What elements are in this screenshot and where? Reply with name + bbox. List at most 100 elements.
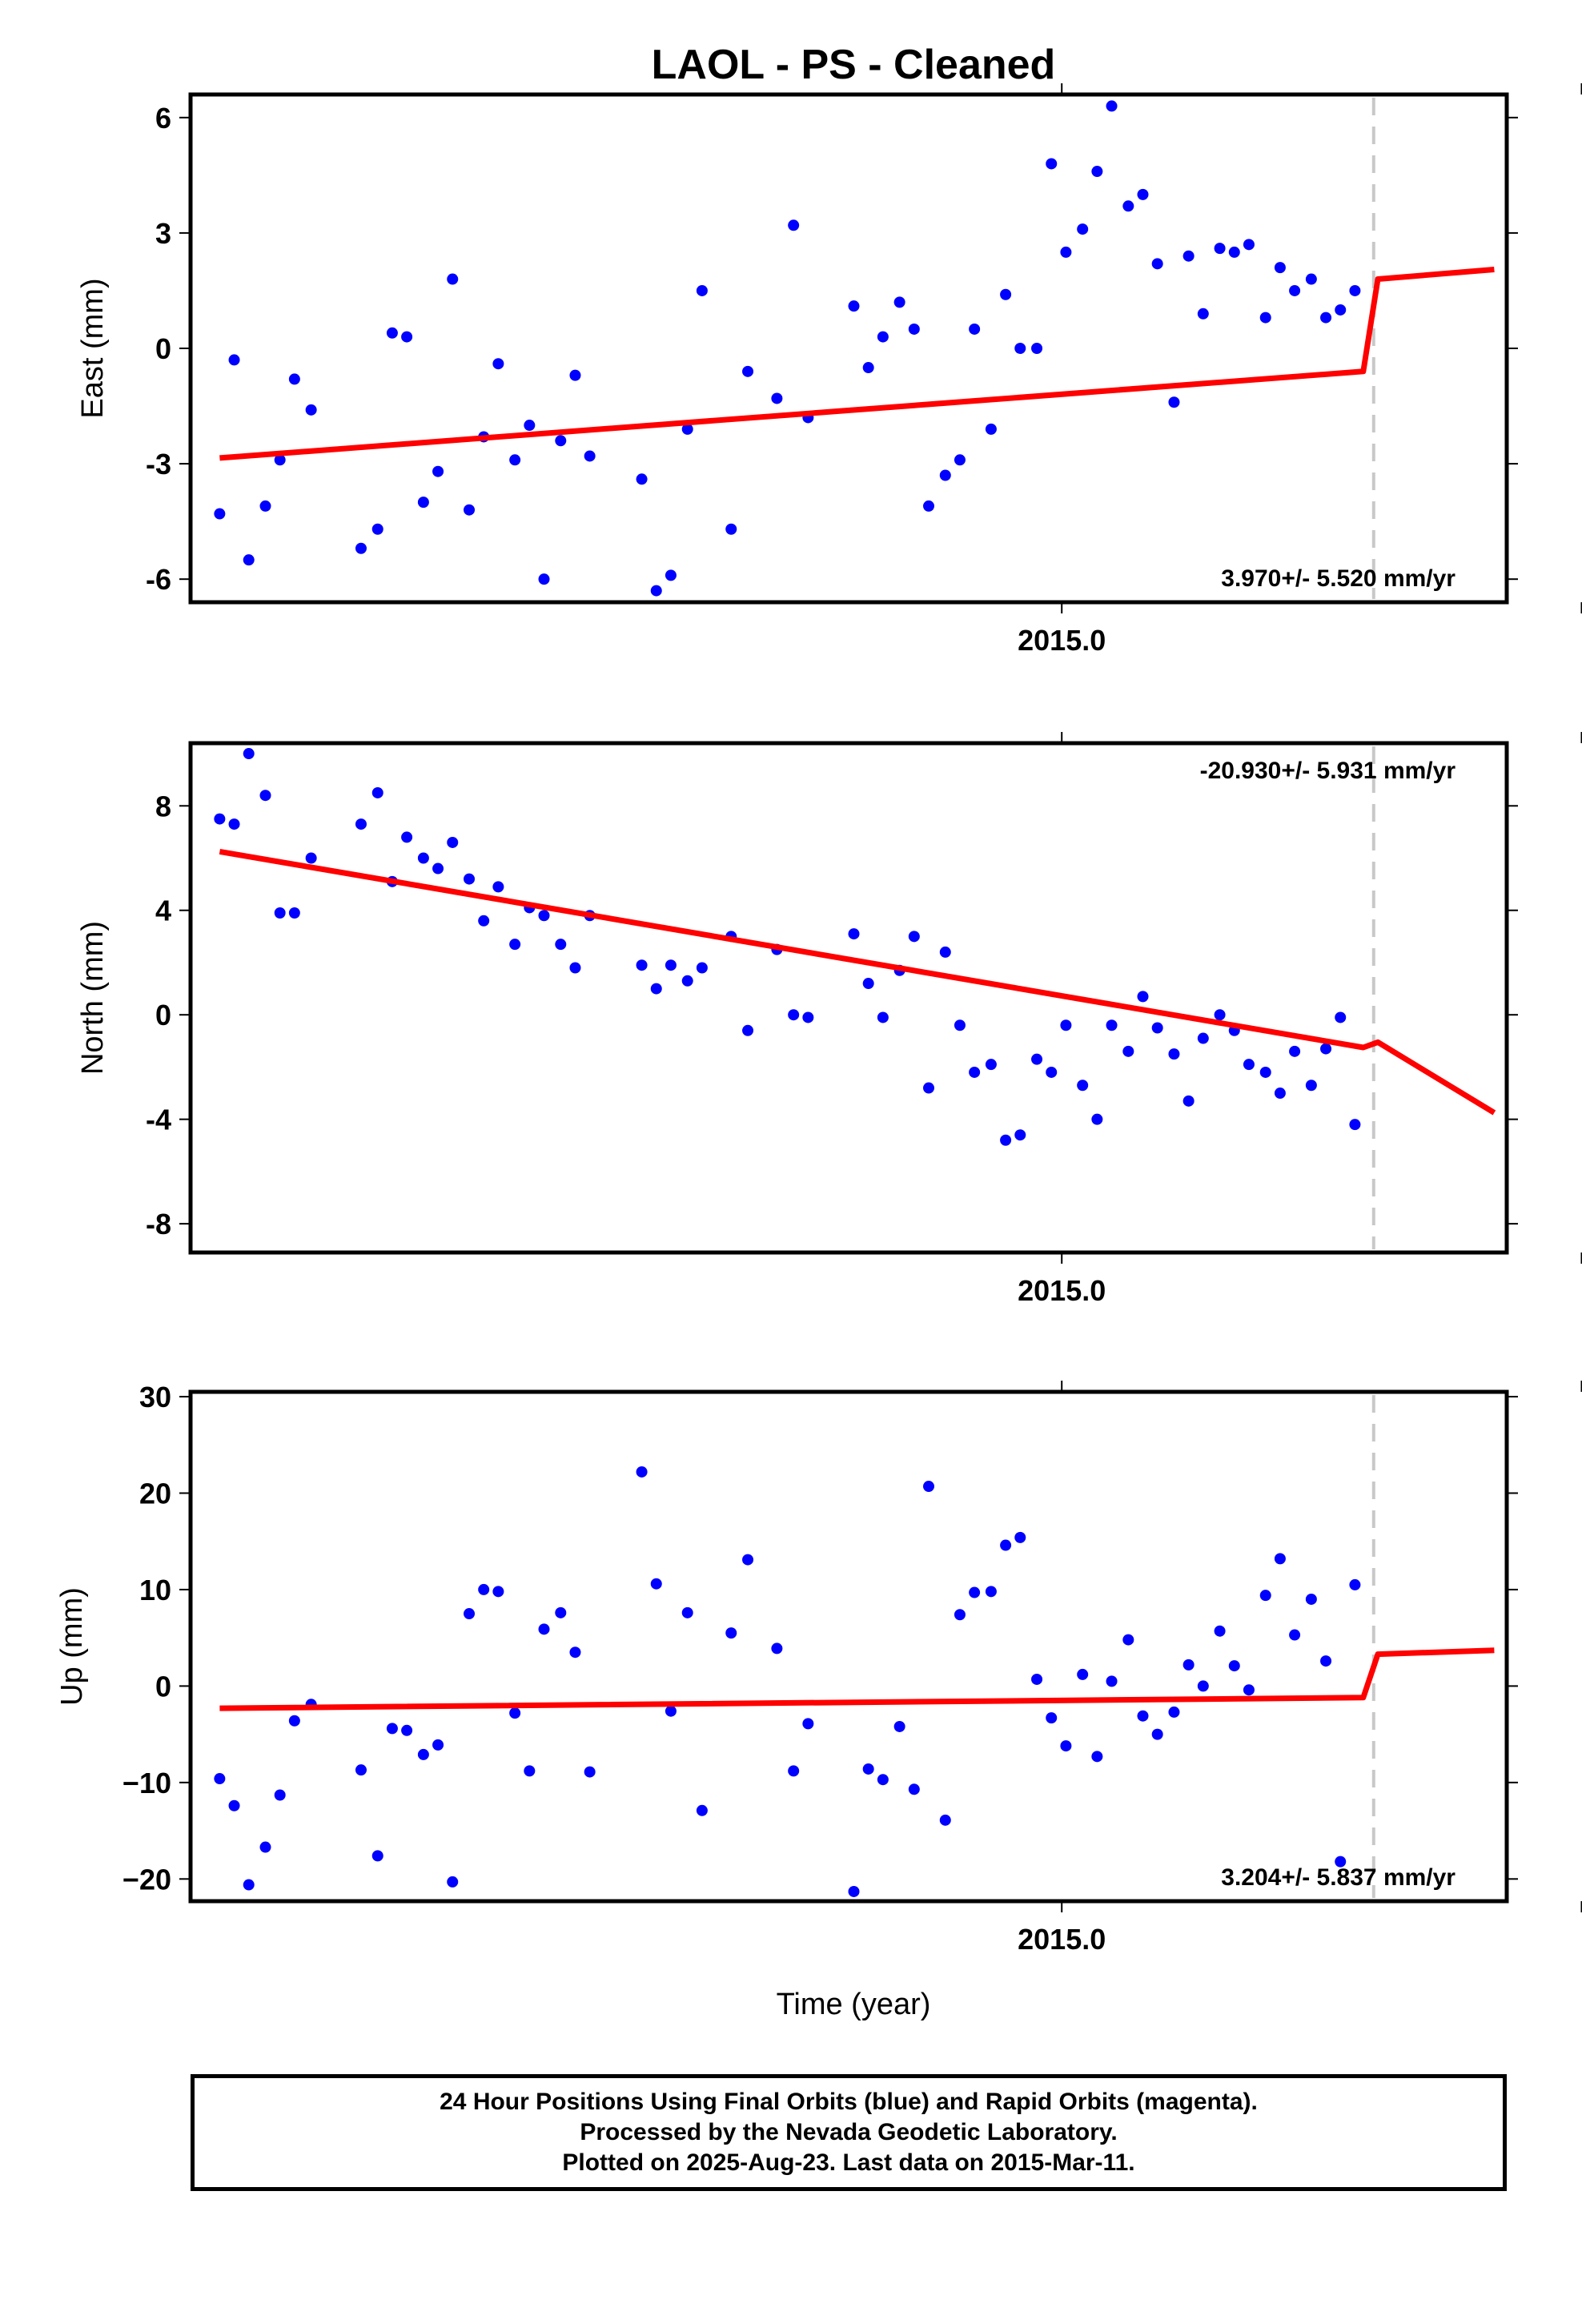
north-data-point xyxy=(1151,1022,1163,1034)
north-data-point xyxy=(1259,1066,1271,1078)
up-data-point xyxy=(1243,1684,1255,1696)
up-data-point xyxy=(401,1724,413,1736)
up-frame xyxy=(188,1389,1509,1904)
north-data-point xyxy=(259,790,271,802)
east-data-point xyxy=(771,392,783,404)
up-data-point xyxy=(555,1606,567,1618)
north-data-point xyxy=(1274,1088,1286,1100)
east-data-point xyxy=(788,219,800,231)
up-data-point xyxy=(288,1715,300,1727)
east-data-point xyxy=(725,523,737,535)
up-data-point xyxy=(802,1718,814,1730)
east-data-point xyxy=(908,323,920,335)
up-data-point xyxy=(1014,1531,1026,1543)
east-y-tick-label: 0 xyxy=(155,332,171,365)
north-data-point xyxy=(401,831,413,843)
east-data-point xyxy=(742,365,754,377)
east-data-point xyxy=(555,435,567,447)
east-y-tick-label: 3 xyxy=(155,217,171,250)
north-data-point xyxy=(1182,1095,1195,1107)
north-data-point xyxy=(939,946,951,958)
up-data-point xyxy=(447,1876,459,1888)
north-data-point xyxy=(355,818,367,830)
north-data-point xyxy=(908,931,920,943)
north-data-point xyxy=(636,959,648,971)
up-data-point xyxy=(228,1799,240,1811)
east-data-point xyxy=(1060,246,1072,258)
up-data-point xyxy=(1168,1706,1180,1718)
up-data-point xyxy=(492,1586,504,1598)
up-data-point xyxy=(922,1481,934,1493)
east-data-point xyxy=(288,373,300,385)
up-data-point xyxy=(650,1578,662,1590)
up-data-point xyxy=(1197,1680,1209,1692)
east-data-point xyxy=(893,296,905,308)
up-data-point xyxy=(788,1765,800,1777)
east-data-point xyxy=(243,554,255,566)
footer-line-3: Plotted on 2025-Aug-23. Last data on 201… xyxy=(562,2149,1135,2176)
up-data-point xyxy=(1046,1712,1058,1724)
east-data-point xyxy=(538,573,550,585)
east-data-point xyxy=(524,420,536,432)
east-data-point xyxy=(1349,284,1361,296)
north-data-point xyxy=(371,786,383,798)
up-data-point xyxy=(1000,1539,1012,1551)
east-data-point xyxy=(228,354,240,366)
east-data-point xyxy=(464,504,476,516)
up-data-point xyxy=(771,1642,783,1655)
up-data-point xyxy=(259,1841,271,1853)
footer-line-1: 24 Hour Positions Using Final Orbits (bl… xyxy=(440,2089,1258,2115)
north-data-point xyxy=(464,873,476,885)
up-model-line xyxy=(219,1647,1495,1711)
chart-title: LAOL - PS - Cleaned xyxy=(652,42,1056,88)
up-data-point xyxy=(214,1773,226,1785)
north-data-point xyxy=(243,748,255,760)
up-data-point xyxy=(681,1606,693,1618)
up-y-tick-label: 20 xyxy=(139,1477,171,1510)
up-data-point xyxy=(1320,1655,1332,1667)
up-data-point xyxy=(417,1748,429,1760)
up-data-point xyxy=(464,1608,476,1620)
east-data-point xyxy=(1243,239,1255,251)
north-data-point xyxy=(228,818,240,830)
north-y-tick-label: -8 xyxy=(146,1208,171,1240)
north-data-point xyxy=(848,928,860,940)
east-data-point xyxy=(492,358,504,370)
north-data-point xyxy=(1122,1045,1134,1057)
east-data-point xyxy=(665,569,677,581)
east-data-point xyxy=(274,454,286,466)
east-data-point xyxy=(1305,273,1317,285)
up-data-point xyxy=(509,1707,521,1719)
north-data-point xyxy=(742,1024,754,1036)
north-data-point xyxy=(696,962,708,974)
east-data-point xyxy=(509,454,521,466)
up-x-tick-label: 2015.0 xyxy=(1018,1923,1106,1956)
footer-line-2: Processed by the Nevada Geodetic Laborat… xyxy=(580,2119,1118,2145)
up-data-point xyxy=(524,1765,536,1777)
north-data-point xyxy=(985,1059,997,1071)
panels: -6 -3 0 3 6 2015.0 East (mm) 3.970+/- 5.520 mm/… xyxy=(55,83,1582,1956)
up-y-axis-label: Up (mm) xyxy=(55,1587,89,1706)
east-data-point xyxy=(877,331,889,343)
east-data-point xyxy=(954,454,966,466)
footer-box: 24 Hour Positions Using Final Orbits (bl… xyxy=(191,2074,1507,2191)
up-data-point xyxy=(1335,1856,1347,1868)
north-data-point xyxy=(802,1011,814,1023)
north-y-tick-label: 0 xyxy=(155,999,171,1031)
north-data-point xyxy=(969,1066,981,1078)
up-data-point xyxy=(371,1850,383,1862)
up-data-point xyxy=(742,1554,754,1566)
up-data-point xyxy=(274,1789,286,1801)
up-data-point xyxy=(243,1879,255,1891)
up-y-tick-label: 30 xyxy=(139,1381,171,1413)
up-data-point xyxy=(908,1783,920,1795)
north-data-point xyxy=(1349,1119,1361,1131)
north-data-point xyxy=(1014,1129,1026,1141)
up-data-point xyxy=(538,1623,550,1635)
north-data-point xyxy=(274,907,286,919)
north-y-tick-label: -4 xyxy=(146,1104,171,1136)
east-data-point xyxy=(259,500,271,512)
east-data-point xyxy=(1091,166,1103,178)
north-data-point xyxy=(1320,1043,1332,1055)
